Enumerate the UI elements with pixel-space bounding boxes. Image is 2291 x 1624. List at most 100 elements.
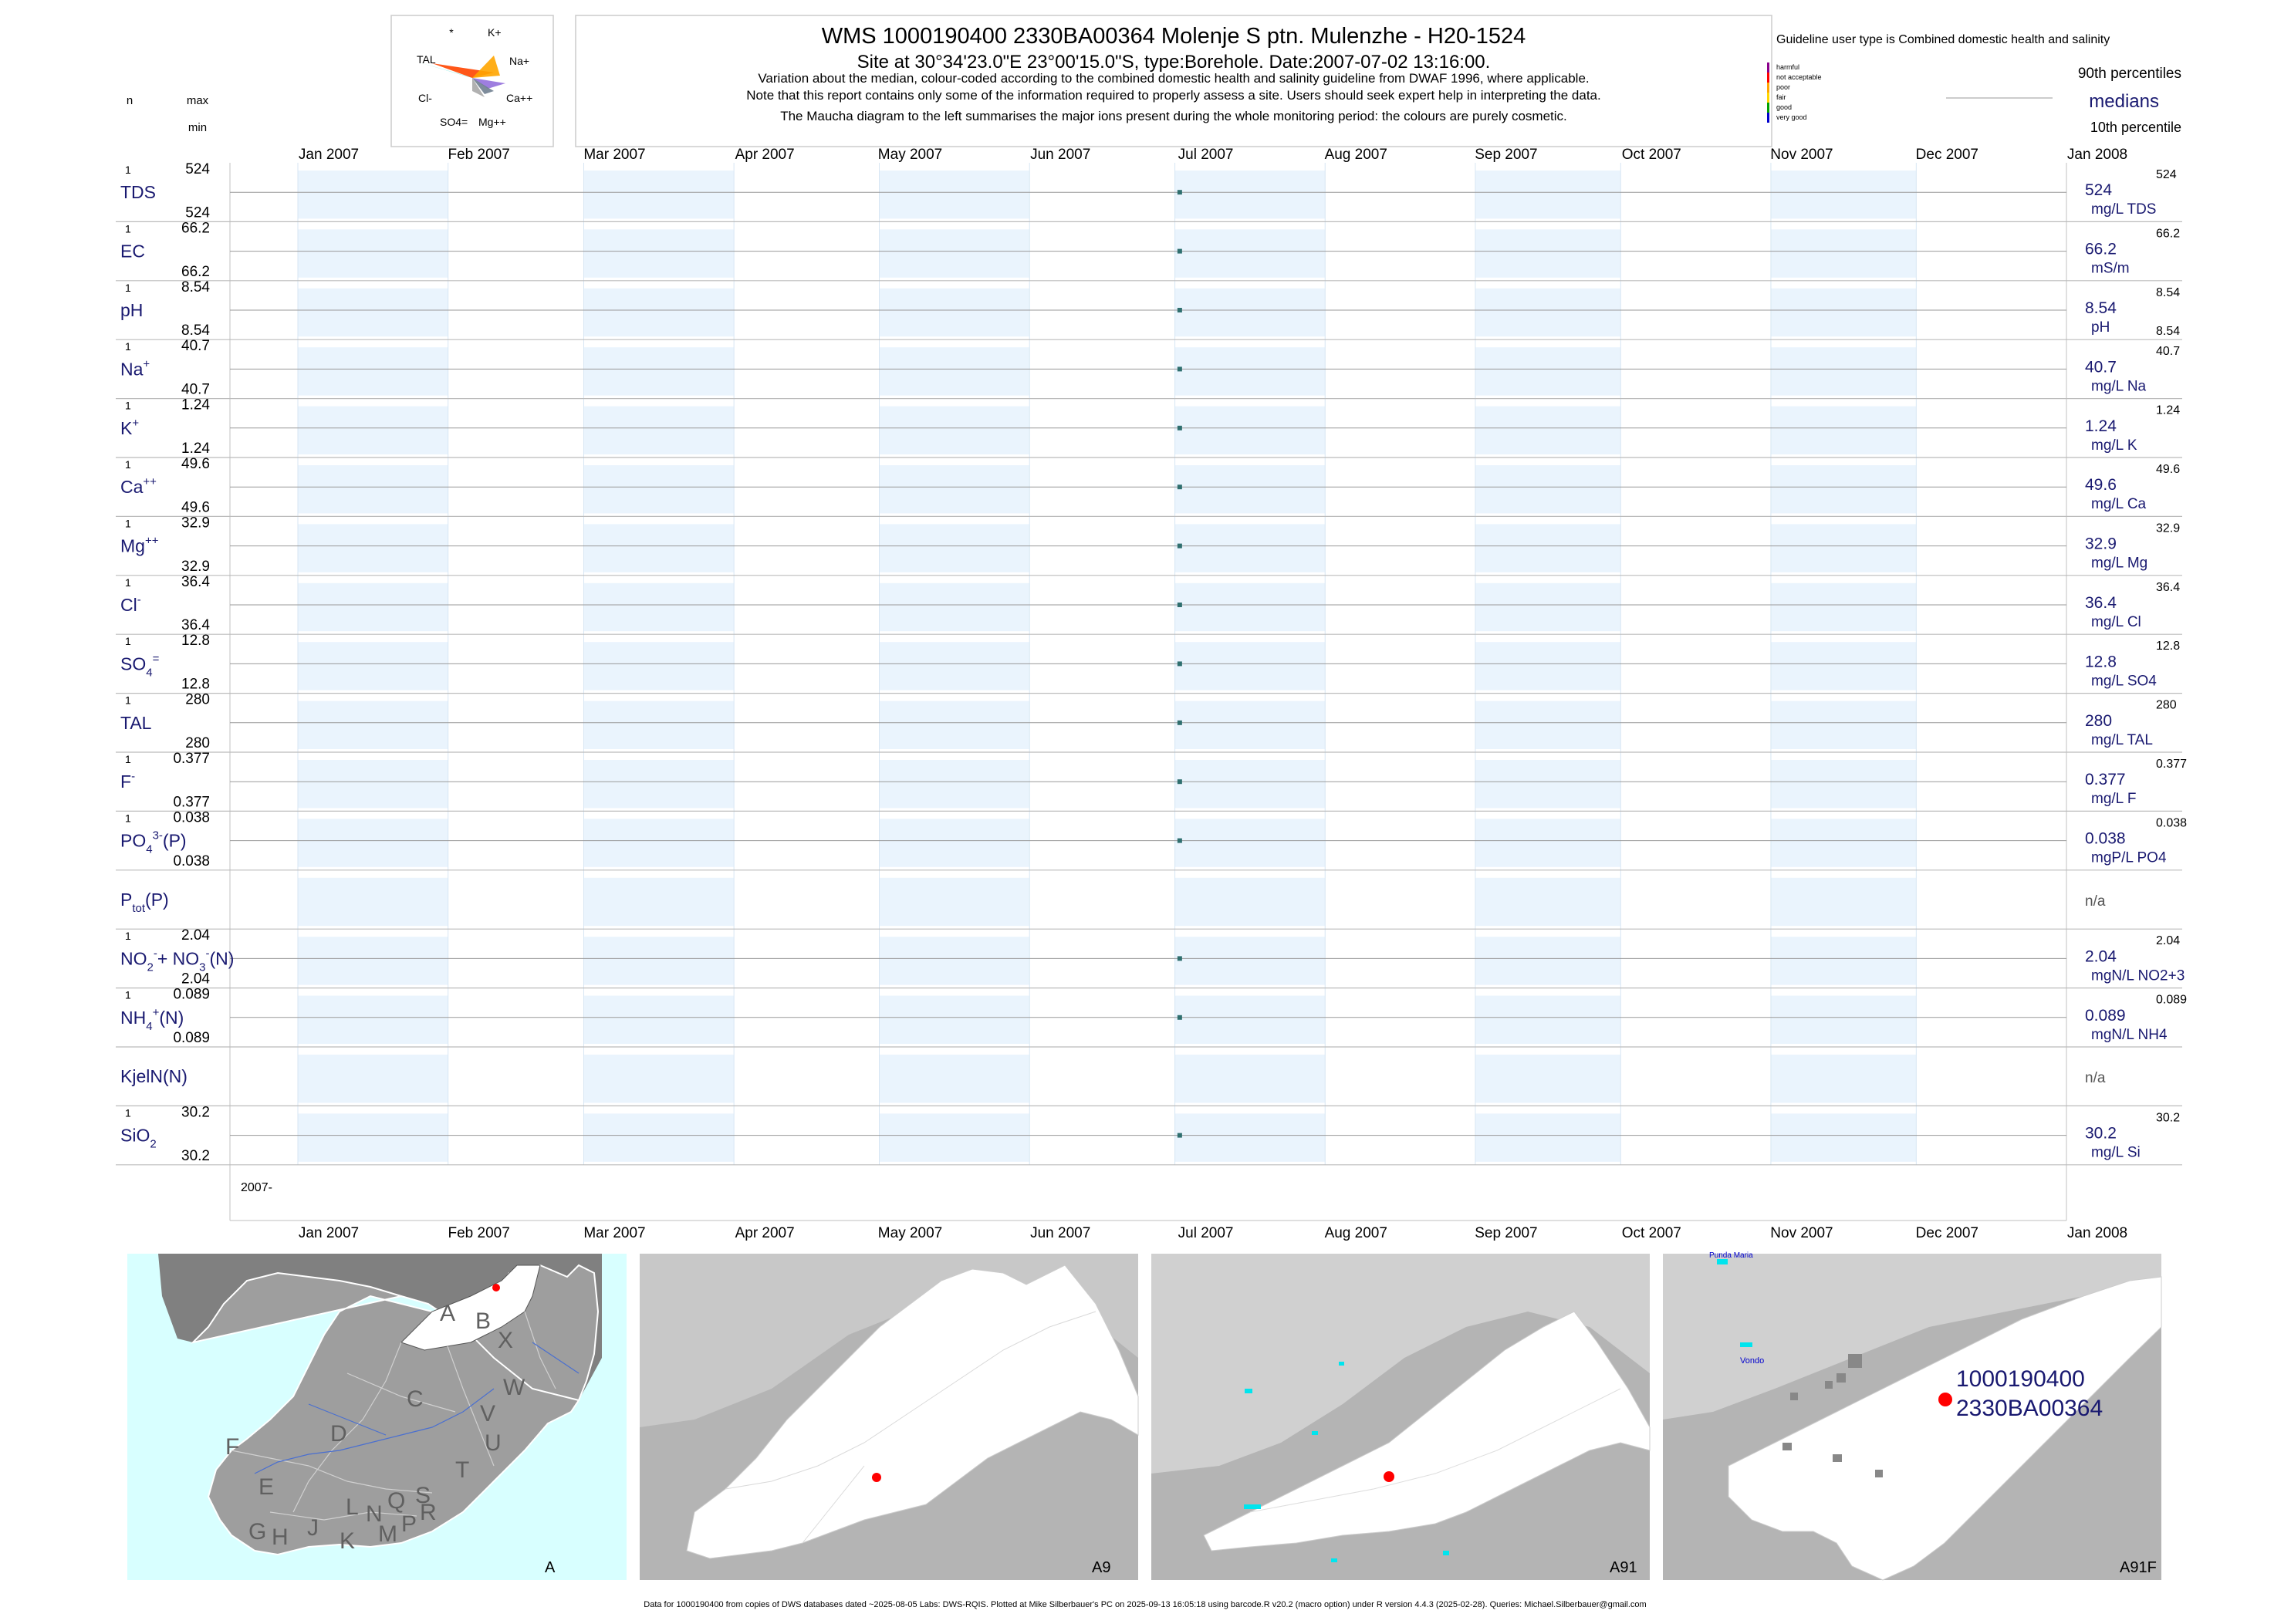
bottom-axis-tick: Dec 2007 bbox=[1916, 1225, 1978, 1241]
label-part: + bbox=[153, 1006, 160, 1019]
bottom-axis-tick: Jan 2008 bbox=[2067, 1225, 2127, 1241]
month-band bbox=[583, 937, 735, 985]
panel-n: 1 bbox=[125, 989, 131, 1001]
label-part: NO bbox=[120, 948, 147, 968]
month-band bbox=[1174, 877, 1326, 927]
maucha-petal bbox=[472, 56, 500, 78]
maucha-petal bbox=[472, 78, 505, 89]
panel-max: 0.377 bbox=[173, 751, 210, 767]
panel-p90: 49.6 bbox=[2156, 463, 2180, 476]
map-a91f-label: A91F bbox=[2120, 1559, 2157, 1576]
n-header: n bbox=[127, 94, 133, 107]
maucha-diagram: * K+ TAL Na+ Cl- Ca++ SO4= Mg++ bbox=[417, 26, 532, 128]
month-band bbox=[583, 465, 735, 514]
legend-class-label: harmful bbox=[1776, 63, 1799, 71]
panel-n: 1 bbox=[125, 635, 131, 647]
panel-min: 280 bbox=[185, 735, 210, 751]
bottom-axis-tick: Jun 2007 bbox=[1030, 1225, 1090, 1241]
panel-max: 49.6 bbox=[181, 456, 210, 472]
panel-p90: 32.9 bbox=[2156, 522, 2180, 535]
panel-median: 32.9 bbox=[2085, 535, 2117, 553]
bottom-axis-tick: Feb 2007 bbox=[448, 1225, 510, 1241]
month-band bbox=[1770, 229, 1917, 278]
month-band bbox=[583, 347, 735, 396]
legend-swatch bbox=[1767, 73, 1769, 83]
bottom-axis-tick: Nov 2007 bbox=[1770, 1225, 1833, 1241]
region-letter: B bbox=[475, 1308, 491, 1334]
panel-max: 66.2 bbox=[181, 220, 210, 236]
label-part: Ca bbox=[120, 477, 144, 497]
panel-ph: 1 8.54 8.54 pH 8.54 pH 8.54 8.54 bbox=[116, 279, 2182, 340]
month-band bbox=[1475, 1055, 1621, 1103]
bottom-month-axis: Jan 2007 Feb 2007 Mar 2007 Apr 2007 May 2007… bbox=[299, 1225, 2127, 1241]
panel-p90: 30.2 bbox=[2156, 1111, 2180, 1124]
panel-unit: mg/L Cl bbox=[2091, 614, 2141, 630]
map-panel-a91: A91 bbox=[1151, 1254, 1651, 1580]
p90-label: 90th percentiles bbox=[2078, 66, 2181, 82]
panel-median: 0.038 bbox=[2085, 830, 2126, 848]
panel-unit: pH bbox=[2091, 319, 2110, 336]
panel-p90: 0.038 bbox=[2156, 816, 2187, 829]
label-part: = bbox=[153, 652, 160, 665]
month-band bbox=[1174, 819, 1326, 867]
label-part: Cl bbox=[120, 595, 137, 615]
site-marker-a9 bbox=[872, 1473, 881, 1482]
panel-parameter-label: NH4+(N) bbox=[120, 1006, 184, 1033]
panel-max: 1.24 bbox=[181, 397, 210, 414]
legend-swatch bbox=[1767, 62, 1769, 73]
panel-min: 1.24 bbox=[181, 441, 210, 457]
region-letter: R bbox=[420, 1500, 437, 1525]
region-letter: Q bbox=[387, 1488, 405, 1514]
bottom-axis-tick: Apr 2007 bbox=[735, 1225, 795, 1241]
month-band bbox=[1770, 524, 1917, 572]
month-band bbox=[1174, 701, 1326, 749]
month-band bbox=[298, 524, 448, 572]
month-band bbox=[1475, 347, 1621, 396]
region-letter: G bbox=[248, 1519, 266, 1545]
maucha-ion-label: K+ bbox=[488, 26, 502, 39]
label-part: 4 bbox=[146, 666, 152, 679]
month-band bbox=[583, 229, 735, 278]
panel-min: 8.54 bbox=[181, 322, 210, 339]
month-band bbox=[298, 937, 448, 985]
month-band bbox=[879, 288, 1030, 337]
legend-class-label: not acceptable bbox=[1776, 73, 1822, 81]
label-part: (N) bbox=[210, 948, 235, 968]
region-letter: M bbox=[378, 1521, 397, 1547]
panel-p90: 0.089 bbox=[2156, 994, 2187, 1007]
panel-n: 1 bbox=[125, 576, 131, 589]
top-axis-tick: May 2007 bbox=[878, 147, 942, 163]
panel-p90: 40.7 bbox=[2156, 345, 2180, 358]
label-part: 2 bbox=[147, 961, 154, 974]
map-a9-label: A9 bbox=[1092, 1559, 1110, 1576]
panel-parameter-label: PO43-(P) bbox=[120, 829, 187, 856]
label-part: (N) bbox=[159, 1008, 184, 1028]
month-band bbox=[1174, 288, 1326, 337]
panel-median: 66.2 bbox=[2085, 241, 2117, 258]
label-part: 3 bbox=[199, 961, 205, 974]
region-letter: U bbox=[485, 1430, 502, 1456]
month-band bbox=[1770, 582, 1917, 632]
label-part: - bbox=[206, 947, 210, 960]
p10-label: 10th percentile bbox=[2090, 120, 2181, 135]
panel-parameter-label: F- bbox=[120, 770, 135, 792]
label-part: TDS bbox=[120, 182, 156, 202]
top-axis-tick: Jan 2008 bbox=[2067, 147, 2127, 163]
panel-unit: mg/L Mg bbox=[2091, 555, 2147, 572]
region-letter: P bbox=[401, 1511, 417, 1537]
label-part: 3- bbox=[153, 829, 163, 842]
month-band bbox=[1475, 229, 1621, 278]
panel-p90: 280 bbox=[2156, 699, 2177, 712]
panel-max: 280 bbox=[185, 692, 210, 708]
top-axis-tick: Jun 2007 bbox=[1030, 147, 1090, 163]
panel-n: 1 bbox=[125, 812, 131, 824]
panel-unit: mg/L Na bbox=[2091, 378, 2147, 394]
dams-a91f bbox=[1717, 1259, 1752, 1347]
panel-median-na: n/a bbox=[2085, 893, 2106, 910]
month-band bbox=[1174, 229, 1326, 278]
panel-min: 49.6 bbox=[181, 499, 210, 515]
panel-unit: mg/L TAL bbox=[2091, 732, 2153, 748]
panel-unit: mgP/L PO4 bbox=[2091, 850, 2167, 866]
month-band bbox=[1174, 347, 1326, 396]
